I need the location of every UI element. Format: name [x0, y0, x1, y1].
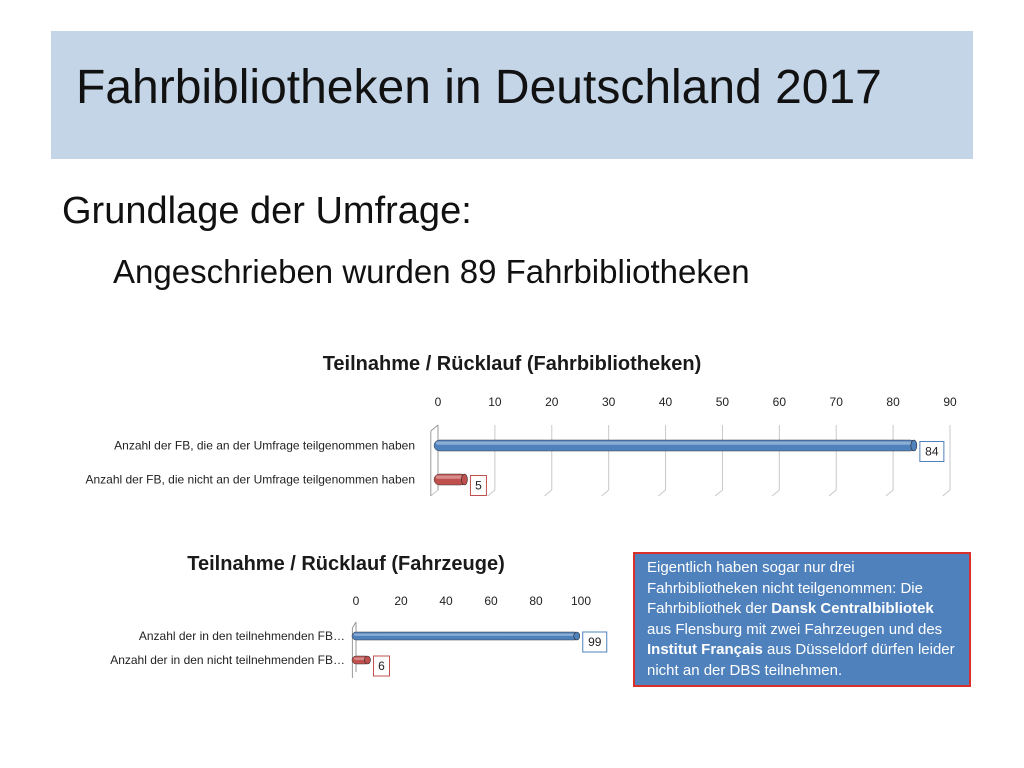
chart2-data-label-box	[373, 655, 390, 677]
chart2-bar-cap	[364, 655, 371, 665]
chart1-tick-label: 40	[659, 395, 673, 409]
chart1-bar-cap	[910, 439, 918, 452]
chart2-tick-label: 20	[394, 594, 408, 608]
chart1-gridline-foot	[487, 489, 496, 497]
note-text-1: Eigentlich haben sogar nur drei Fahrbibl…	[647, 559, 923, 617]
chart2-title: Teilnahme / Rücklauf (Fahrzeuge)	[187, 553, 504, 575]
chart2-tick-label: 40	[439, 594, 453, 608]
note-text-2: aus Flensburg mit zwei Fahrzeugen und de…	[647, 620, 943, 638]
chart1-gridline-foot	[942, 489, 951, 497]
chart1-tick-label: 70	[830, 395, 844, 409]
note-bold-2: Institut Français	[647, 641, 763, 658]
slide-title: Fahrbibliotheken in Deutschland 2017	[76, 61, 882, 114]
chart1-data-label: 5	[475, 479, 482, 493]
chart1-tick-label: 10	[488, 395, 502, 409]
title-band	[51, 31, 973, 159]
chart1-tick-label: 0	[435, 395, 442, 409]
chart1-gridline-foot	[828, 489, 837, 497]
note-bold-1: Dansk Centralbibliotek	[771, 600, 934, 617]
chart2-tick-label: 80	[529, 594, 543, 608]
chart1-data-label-box	[469, 475, 487, 496]
chart2-tick-label: 100	[571, 594, 591, 608]
chart1-data-label-box	[919, 441, 945, 462]
chart1-tick-label: 50	[716, 395, 730, 409]
chart2-bar	[351, 631, 579, 641]
chart2-category-label: Anzahl der in den teilnehmenden FB…	[139, 629, 345, 643]
chart1-tick-label: 30	[602, 395, 616, 409]
chart2-data-label: 99	[588, 635, 602, 649]
chart1-gridline-foot	[430, 489, 439, 497]
chart2-category-label: Anzahl der in den nicht teilnehmenden FB…	[110, 653, 345, 667]
chart1-tick-label: 80	[886, 395, 900, 409]
chart1-category-label: Anzahl der FB, die an der Umfrage teilge…	[114, 439, 415, 453]
chart1-title: Teilnahme / Rücklauf (Fahrbibliotheken)	[323, 353, 702, 375]
chart1-gridline-foot	[885, 489, 894, 497]
note-box: Eigentlich haben sogar nur drei Fahrbibl…	[633, 552, 971, 687]
chart2-tick-label: 60	[484, 594, 498, 608]
chart2-axis-wall-top	[351, 621, 357, 629]
chart1-category-label: Anzahl der FB, die nicht an der Umfrage …	[85, 473, 415, 487]
chart1-gridline-foot	[658, 489, 666, 497]
chart1-tick-label: 90	[943, 395, 957, 409]
chart1-data-label: 84	[925, 445, 939, 459]
chart2-data-label: 6	[378, 659, 385, 673]
chart2-tick-label: 0	[353, 594, 360, 608]
chart1-gridline-foot	[714, 489, 723, 497]
chart1-gridline-foot	[544, 489, 553, 497]
chart1-bar-highlight	[436, 441, 912, 445]
chart2-bar-highlight	[354, 657, 366, 660]
chart1-tick-label: 60	[773, 395, 787, 409]
chart2-data-label-box	[582, 631, 608, 653]
note-text-3: aus Düsseldorf dürfen leider nicht an de…	[647, 641, 955, 679]
chart1-axis-wall-top	[430, 424, 439, 432]
chart2-bar-cap	[573, 631, 581, 641]
chart1-gridline-foot	[601, 489, 609, 497]
slide-detail: Angeschrieben wurden 89 Fahrbibliotheken	[113, 253, 750, 290]
chart2-bar-highlight	[354, 633, 575, 636]
chart1-gridline-foot	[771, 489, 780, 497]
chart1-tick-label: 20	[545, 395, 559, 409]
chart1-bar-cap	[461, 473, 468, 486]
slide-subtitle: Grundlage der Umfrage:	[62, 190, 472, 232]
chart1-bar-highlight	[436, 475, 463, 479]
